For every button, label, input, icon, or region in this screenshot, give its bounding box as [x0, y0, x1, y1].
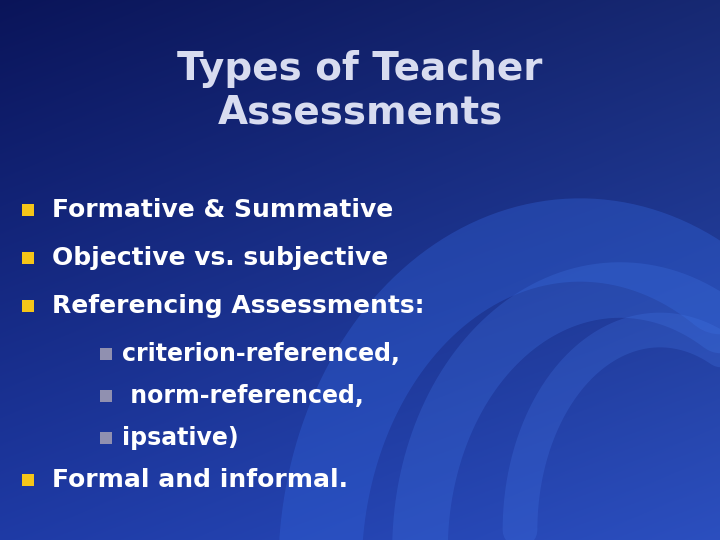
FancyBboxPatch shape — [22, 204, 34, 216]
Text: Objective vs. subjective: Objective vs. subjective — [52, 246, 388, 270]
FancyBboxPatch shape — [22, 252, 34, 264]
Text: Types of Teacher
Assessments: Types of Teacher Assessments — [177, 50, 543, 132]
FancyBboxPatch shape — [22, 474, 34, 486]
FancyBboxPatch shape — [100, 348, 112, 360]
Text: Formative & Summative: Formative & Summative — [52, 198, 393, 222]
FancyBboxPatch shape — [100, 432, 112, 444]
Text: norm-referenced,: norm-referenced, — [122, 384, 364, 408]
FancyBboxPatch shape — [100, 390, 112, 402]
FancyBboxPatch shape — [22, 300, 34, 312]
Text: ipsative): ipsative) — [122, 426, 238, 450]
Text: criterion-referenced,: criterion-referenced, — [122, 342, 400, 366]
Text: Formal and informal.: Formal and informal. — [52, 468, 348, 492]
Text: Referencing Assessments:: Referencing Assessments: — [52, 294, 425, 318]
